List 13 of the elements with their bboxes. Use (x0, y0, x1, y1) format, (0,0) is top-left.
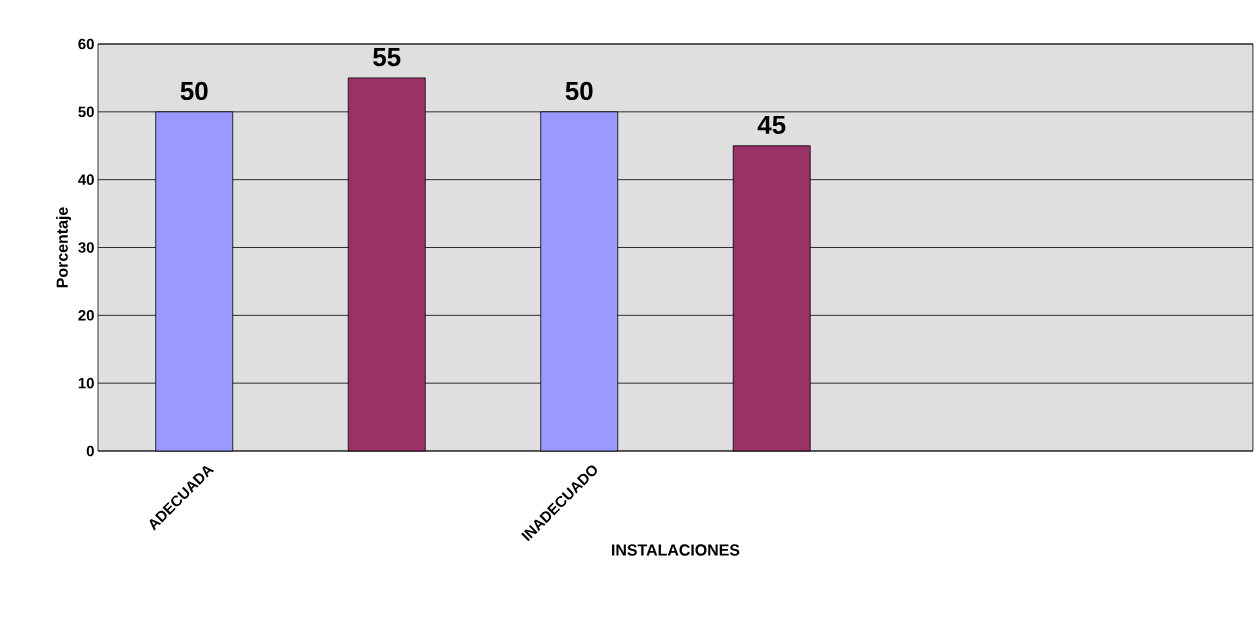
y-tick-label: 50 (78, 106, 94, 118)
y-tick-label: 10 (78, 377, 94, 389)
y-tick-label: 0 (86, 445, 94, 457)
data-label: 50 (180, 81, 208, 101)
y-axis-title: Porcentaje (56, 207, 72, 288)
y-tick-label: 20 (78, 310, 94, 321)
data-label: 45 (757, 115, 786, 135)
data-label: 55 (373, 48, 401, 67)
data-label: 50 (565, 81, 593, 101)
y-tick-label: 60 (78, 38, 94, 50)
y-tick-label: 30 (78, 242, 94, 253)
y-tick-label: 40 (78, 174, 94, 185)
x-axis-title: INSTALACIONES (612, 544, 740, 556)
